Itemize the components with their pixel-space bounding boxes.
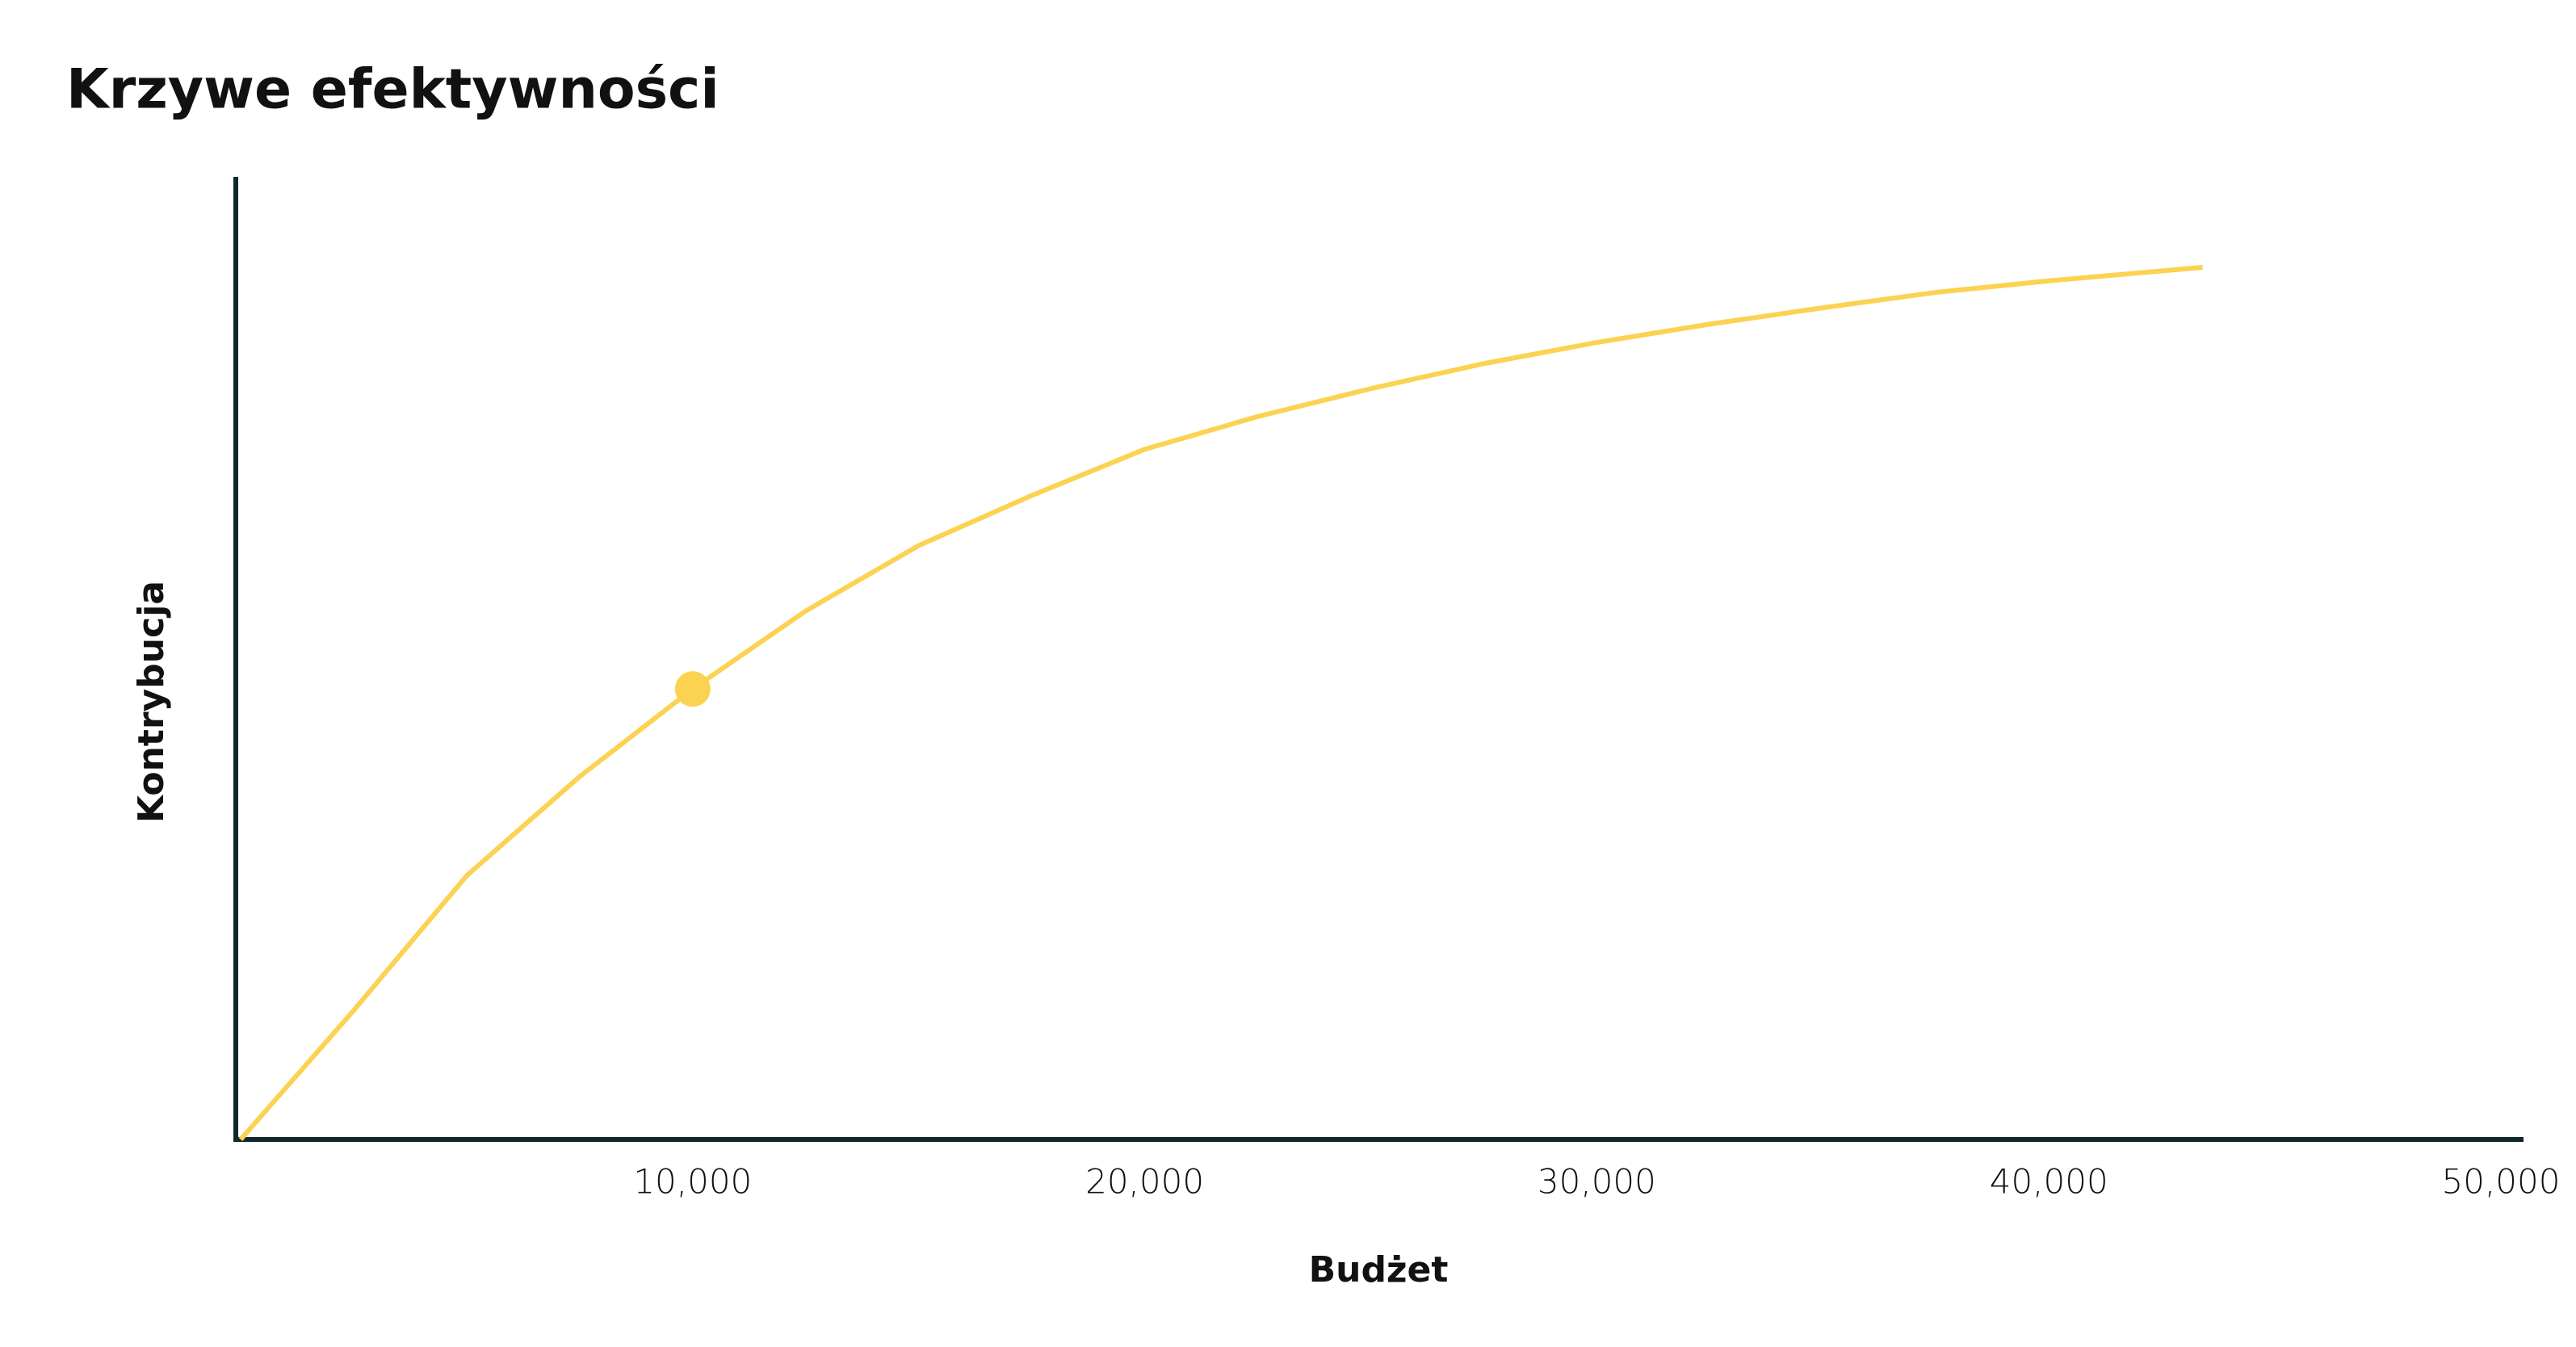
x-axis-label: Budżet: [1309, 1249, 1449, 1290]
highlight-point: [674, 671, 711, 707]
line: [238, 265, 2203, 1141]
x-tick-label: 40,000: [1990, 1162, 2108, 1202]
x-tick-label: 10,000: [633, 1162, 752, 1202]
x-tick-label: 20,000: [1085, 1162, 1204, 1202]
y-axis-label: Kontrybucja: [131, 581, 172, 823]
chart-title: Krzywe efektywności: [66, 58, 720, 122]
x-tick-label: 30,000: [1538, 1162, 1656, 1202]
x-tick-label: 50,000: [2442, 1162, 2561, 1202]
